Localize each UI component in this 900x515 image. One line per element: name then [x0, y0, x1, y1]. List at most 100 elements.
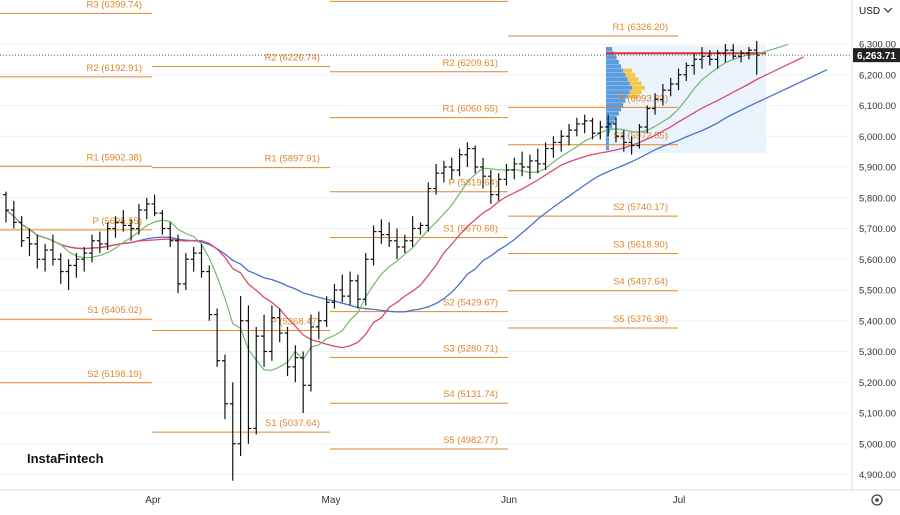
price-bar	[425, 182, 432, 232]
price-bar	[558, 130, 565, 152]
month-label: Jul	[673, 495, 686, 506]
time-axis: Apr May Jun Jul	[0, 489, 900, 506]
price-bar	[386, 222, 393, 247]
price-bar	[519, 151, 526, 177]
price-bar	[354, 274, 361, 309]
profile-bin-value-area	[623, 68, 632, 73]
profile-bin	[606, 72, 626, 77]
price-bar	[323, 296, 330, 327]
profile-bin-value-area	[627, 94, 639, 99]
price-tick-label: 6,300.00	[859, 40, 896, 51]
price-bar	[487, 170, 494, 204]
profile-bin-value-area	[629, 90, 642, 95]
price-bar	[229, 382, 236, 481]
price-bar	[73, 253, 80, 278]
profile-bin	[606, 90, 630, 95]
price-bar	[526, 154, 533, 180]
chevron-down-icon[interactable]	[883, 7, 893, 13]
profile-bin	[606, 47, 613, 52]
price-bar	[245, 305, 252, 444]
price-bar	[112, 216, 119, 238]
pivot-label: S1 (5037.64)	[265, 418, 320, 429]
price-axis: 6,300.00 6,200.00 6,100.00 6,000.00 5,900.00…	[851, 0, 900, 510]
price-bar	[175, 234, 182, 294]
price-bar	[472, 145, 479, 174]
price-bar	[745, 47, 752, 60]
price-bar	[96, 231, 103, 254]
settings-icon[interactable]	[871, 494, 883, 506]
price-bar	[605, 114, 612, 137]
price-bar	[268, 305, 275, 361]
price-bar	[550, 136, 557, 158]
profile-bin	[606, 137, 609, 142]
price-tick-label: 5,100.00	[859, 409, 896, 420]
price-bar	[503, 163, 510, 186]
pivot-label: R1 (5897.91)	[265, 154, 320, 165]
price-bar	[18, 216, 25, 247]
pivot-label: S5 (5376.38)	[613, 314, 668, 325]
profile-bin	[606, 55, 617, 60]
month-label: Jun	[501, 495, 517, 506]
pivot-levels: R3 (6399.74) R2 (6192.91) R1 (5902.38) P (5…	[0, 0, 678, 450]
price-bar	[433, 163, 440, 195]
price-bar	[34, 234, 41, 269]
price-bar	[57, 253, 64, 284]
price-bar	[394, 228, 400, 260]
price-bar	[276, 308, 283, 343]
price-bar	[214, 308, 221, 367]
price-bar	[706, 50, 713, 66]
price-bar	[128, 219, 135, 241]
currency-label[interactable]: USD	[859, 6, 880, 17]
profile-bin	[606, 98, 626, 103]
profile-bin	[606, 146, 609, 151]
price-bar	[253, 326, 260, 435]
pivot-label: R1 (6326.20)	[613, 22, 668, 33]
ma-fast-line	[5, 43, 789, 371]
price-bar	[284, 326, 291, 377]
price-bar	[683, 62, 690, 81]
price-bar	[534, 148, 541, 174]
profile-bin	[606, 64, 621, 69]
current-price-label: 6,263.71	[857, 51, 896, 62]
price-tick-label: 5,500.00	[859, 286, 896, 297]
profile-bin	[606, 85, 632, 90]
price-tick-label: 5,400.00	[859, 316, 896, 327]
price-bar	[370, 225, 377, 266]
ma-slow-line	[5, 69, 828, 313]
price-bar	[362, 253, 369, 306]
profile-bin	[606, 133, 609, 138]
profile-bin	[606, 115, 617, 120]
price-bar	[659, 83, 666, 106]
price-bar	[730, 44, 737, 60]
profile-bin	[606, 124, 613, 129]
price-bar	[182, 253, 189, 290]
price-bar	[566, 123, 573, 146]
price-bar	[292, 345, 299, 383]
price-bar	[190, 246, 197, 272]
current-price-tag	[853, 48, 900, 63]
pivot-label: R1 (6060.65)	[443, 104, 498, 115]
price-bar	[691, 53, 698, 75]
price-bar	[331, 283, 338, 309]
price-tick-label: 5,800.00	[859, 193, 896, 204]
price-bar	[738, 50, 745, 63]
price-bar	[698, 47, 705, 69]
price-bar	[10, 200, 17, 229]
pivot-label: R1 (5902.38)	[87, 152, 142, 163]
price-bar	[159, 210, 166, 235]
pivot-label: P (5819.64)	[449, 178, 498, 189]
axis-panel	[852, 0, 900, 510]
profile-bin	[606, 81, 630, 86]
pivot-label: S2 (5740.17)	[613, 202, 668, 213]
price-bar	[464, 142, 471, 167]
price-bar	[221, 354, 228, 420]
profile-bin-value-area	[632, 85, 645, 90]
pivot-label: S2 (5198.19)	[87, 369, 142, 380]
price-bar	[597, 120, 604, 140]
price-tick-label: 5,700.00	[859, 224, 896, 235]
profile-bin	[606, 94, 628, 99]
price-bar	[511, 157, 518, 180]
price-bar	[65, 259, 72, 290]
